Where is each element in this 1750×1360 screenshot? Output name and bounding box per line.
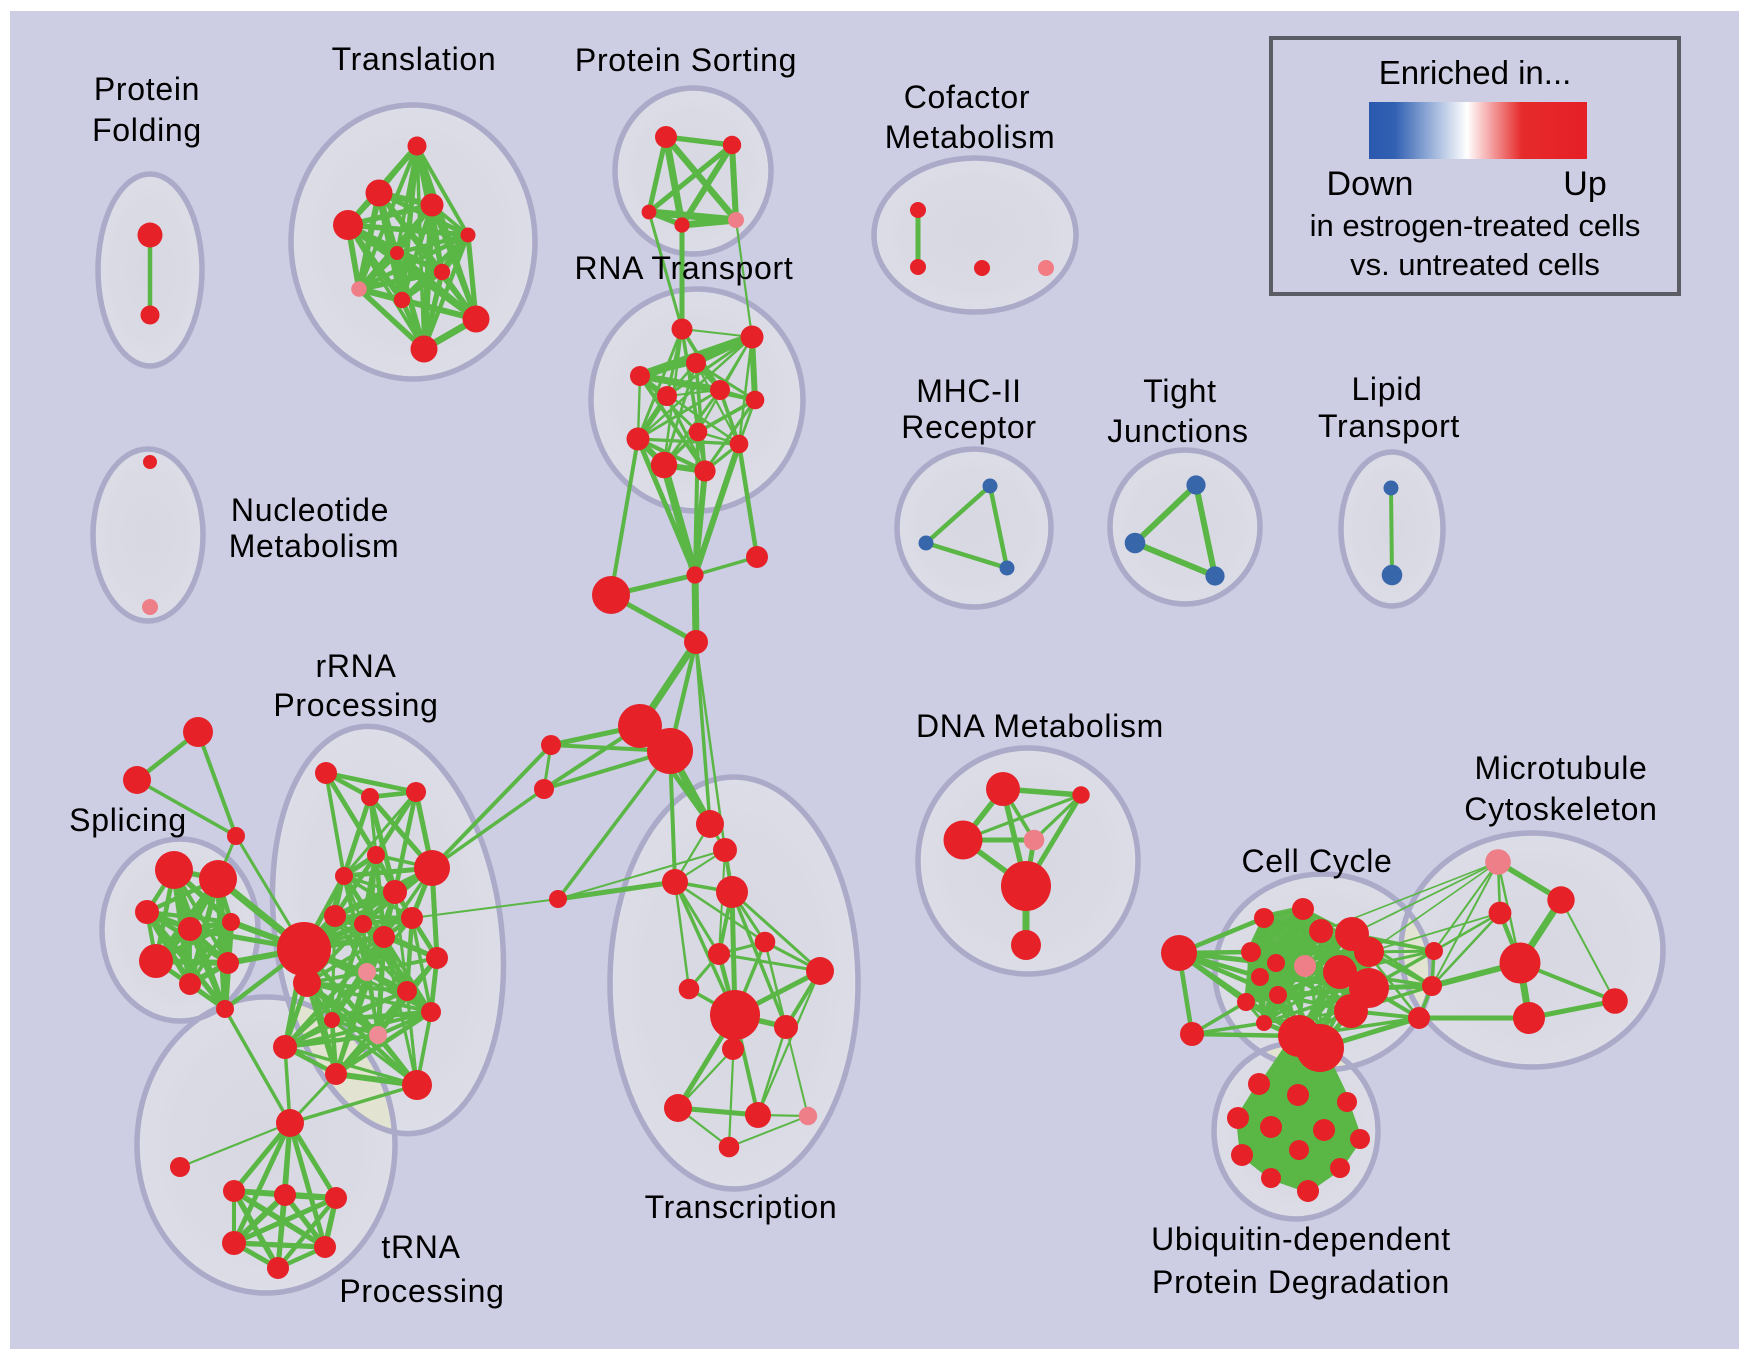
svg-text:Up: Up <box>1563 165 1606 203</box>
svg-text:Cell Cycle: Cell Cycle <box>1241 843 1392 879</box>
svg-text:Cytoskeleton: Cytoskeleton <box>1464 791 1657 827</box>
svg-text:Transport: Transport <box>1318 408 1460 444</box>
svg-text:RNA Transport: RNA Transport <box>575 250 794 286</box>
svg-text:MHC-II: MHC-II <box>916 373 1022 409</box>
svg-text:Transcription: Transcription <box>645 1189 838 1225</box>
svg-text:Processing: Processing <box>273 687 438 723</box>
svg-text:Protein Sorting: Protein Sorting <box>575 42 797 78</box>
svg-text:Folding: Folding <box>92 112 202 148</box>
svg-text:Translation: Translation <box>332 41 497 77</box>
svg-text:Down: Down <box>1327 165 1414 203</box>
svg-text:Receptor: Receptor <box>901 409 1036 445</box>
svg-text:rRNA: rRNA <box>315 648 396 684</box>
svg-text:Lipid: Lipid <box>1351 371 1422 407</box>
svg-text:Cofactor: Cofactor <box>904 79 1031 115</box>
svg-text:Tight: Tight <box>1143 373 1216 409</box>
svg-text:Protein: Protein <box>94 71 200 107</box>
svg-text:in estrogen-treated cells: in estrogen-treated cells <box>1310 208 1641 243</box>
svg-text:Ubiquitin-dependent: Ubiquitin-dependent <box>1151 1221 1451 1257</box>
svg-text:Microtubule: Microtubule <box>1474 750 1647 786</box>
svg-text:DNA Metabolism: DNA Metabolism <box>916 708 1164 744</box>
svg-text:vs. untreated cells: vs. untreated cells <box>1350 247 1600 282</box>
svg-text:Enriched in...: Enriched in... <box>1379 54 1572 91</box>
svg-text:Splicing: Splicing <box>69 802 187 838</box>
svg-text:Metabolism: Metabolism <box>229 528 400 564</box>
svg-text:tRNA: tRNA <box>381 1229 460 1265</box>
svg-text:Processing: Processing <box>339 1273 504 1309</box>
svg-text:Nucleotide: Nucleotide <box>231 492 389 528</box>
svg-text:Junctions: Junctions <box>1107 413 1249 449</box>
svg-text:Metabolism: Metabolism <box>885 119 1056 155</box>
svg-text:Protein Degradation: Protein Degradation <box>1152 1264 1450 1300</box>
